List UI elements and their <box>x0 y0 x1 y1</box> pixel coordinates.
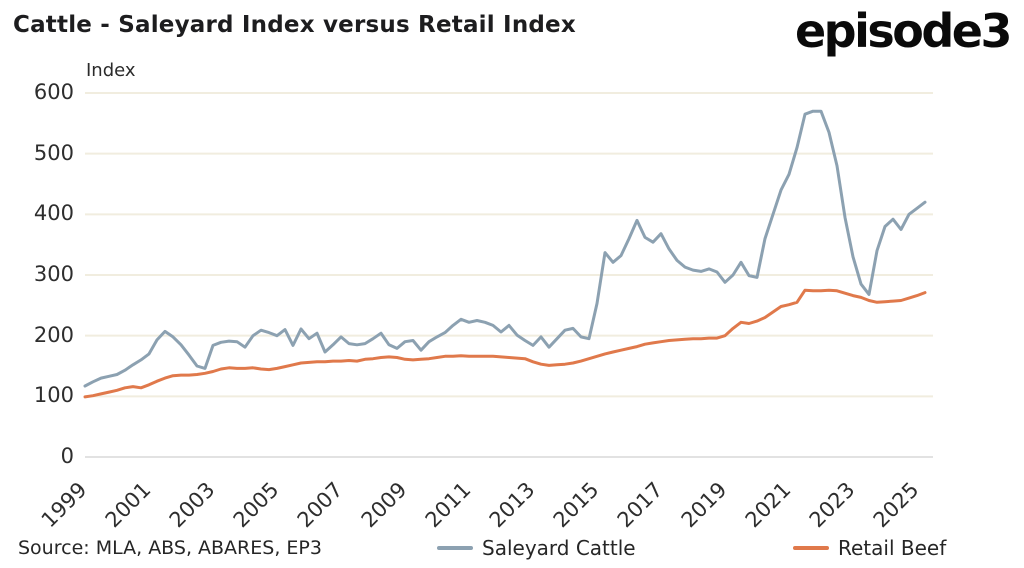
y-tick-label-300: 300 <box>33 262 74 286</box>
saleyard-legend-swatch <box>437 546 473 550</box>
y-tick-label-400: 400 <box>33 201 74 226</box>
y-tick-label-600: 600 <box>33 80 74 104</box>
chart-title: Cattle - Saleyard Index versus Retail In… <box>13 12 576 38</box>
retail-legend-label: Retail Beef <box>838 536 947 560</box>
saleyard-cattle-line <box>83 109 927 388</box>
legend-item-saleyard: Saleyard Cattle <box>437 536 636 560</box>
y-tick-label-0: 0 <box>60 444 74 468</box>
saleyard-legend-label: Saleyard Cattle <box>482 536 636 560</box>
retail-beef-line <box>83 288 927 399</box>
retail-legend-swatch <box>793 546 829 550</box>
y-tick-label-200: 200 <box>33 322 74 347</box>
source-note: Source: MLA, ABS, ABARES, EP3 <box>18 537 322 559</box>
y-tick-label-100: 100 <box>33 383 74 408</box>
gridlines <box>85 92 933 458</box>
y-tick-label-500: 500 <box>33 140 74 165</box>
episode3-logo: episode3 <box>794 4 1013 58</box>
y-axis-title: Index <box>86 60 136 81</box>
legend-item-retail: Retail Beef <box>793 536 946 560</box>
